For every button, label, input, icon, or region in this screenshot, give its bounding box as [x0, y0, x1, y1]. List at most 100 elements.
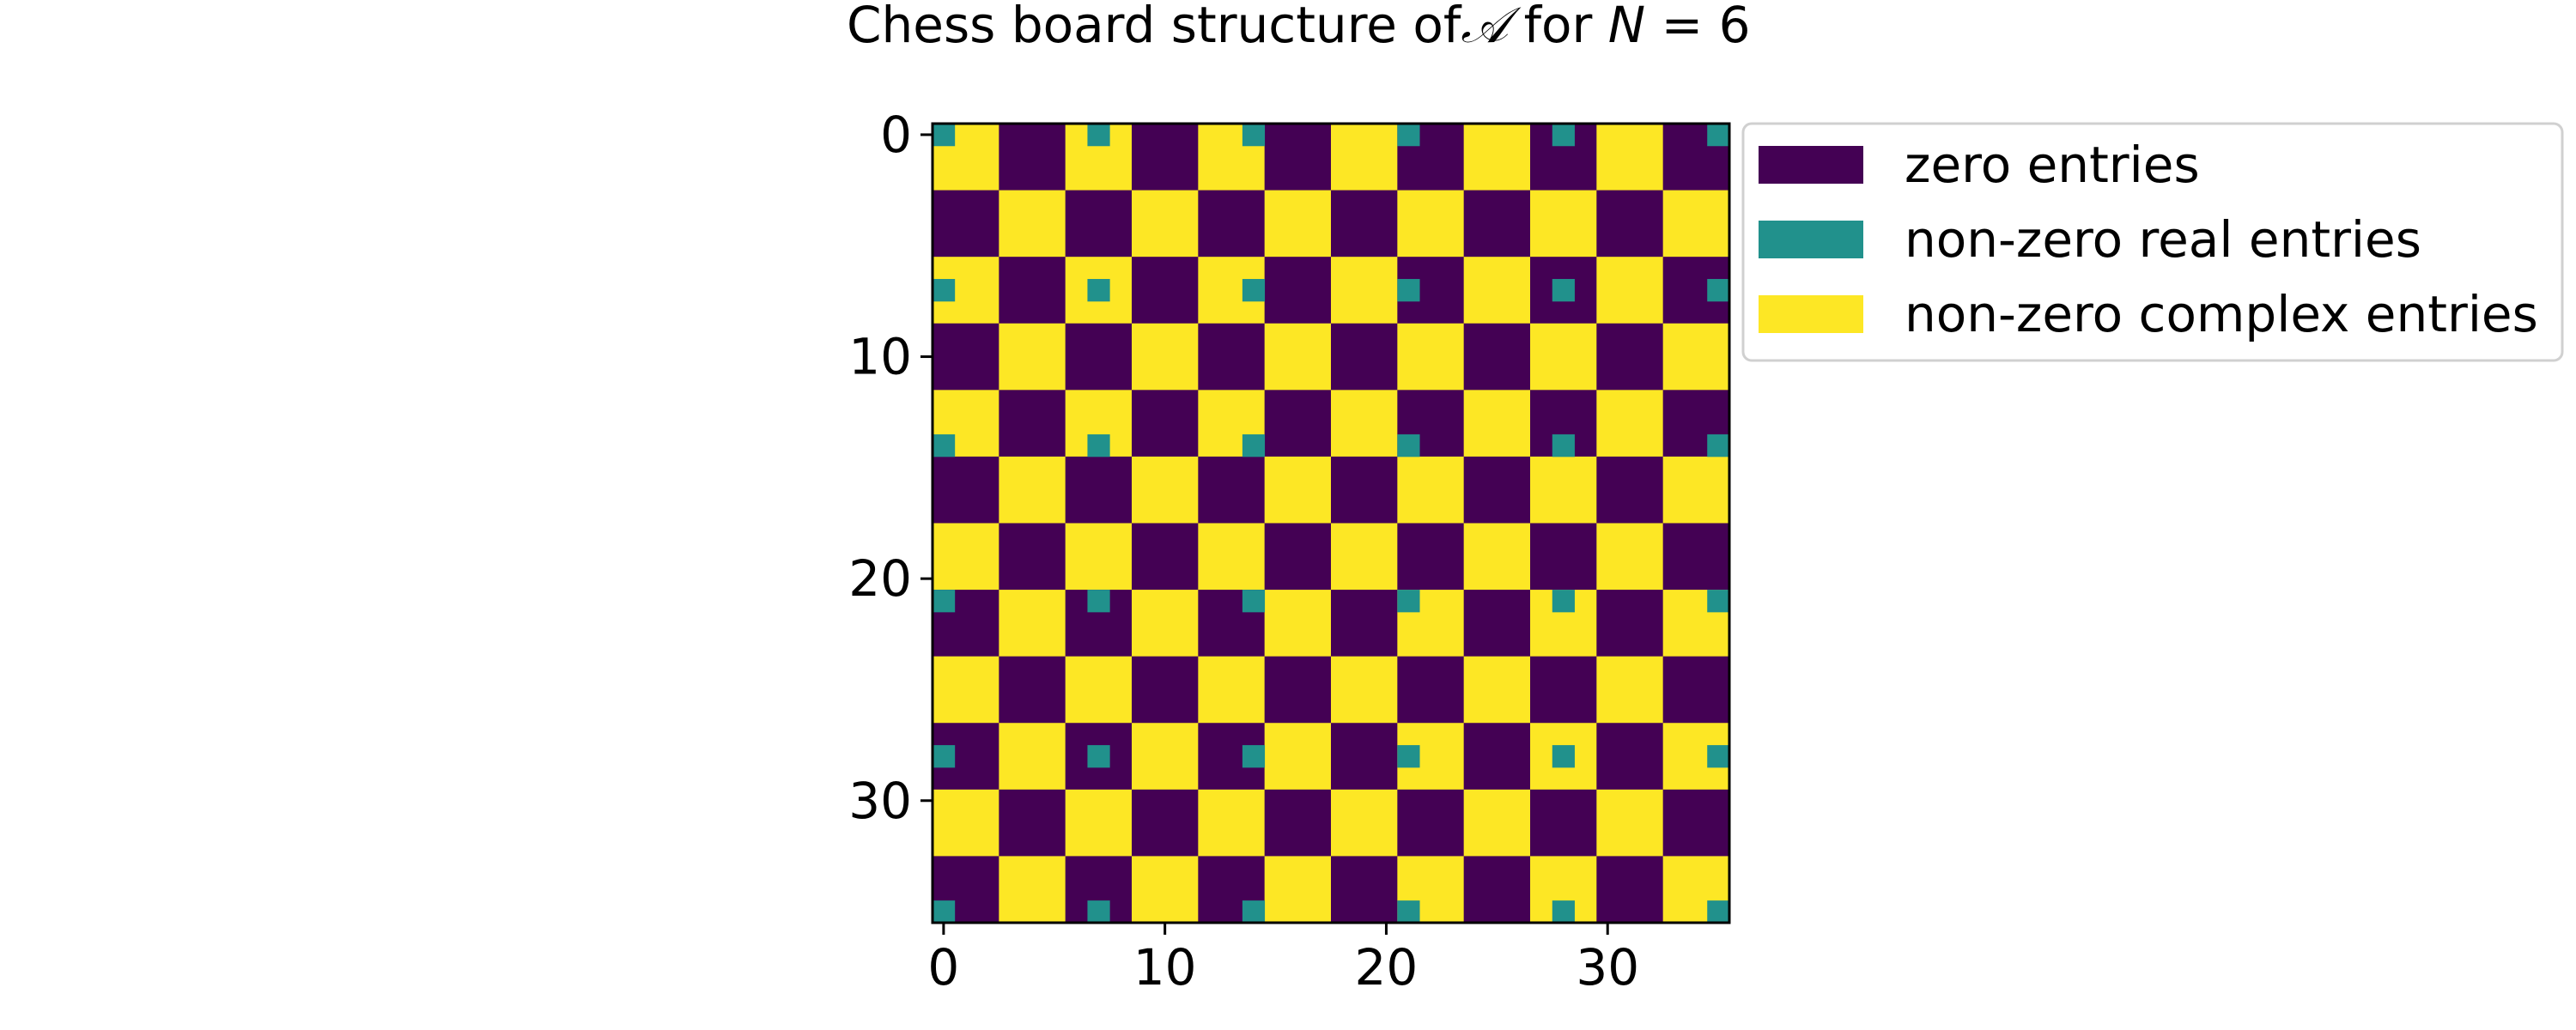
heatmap-block — [999, 456, 1066, 524]
heatmap-block — [999, 590, 1066, 657]
heatmap-block — [999, 257, 1066, 324]
heatmap-real-entry — [1707, 279, 1730, 302]
heatmap-real-entry — [1397, 900, 1420, 924]
y-tick-label: 30 — [848, 772, 912, 830]
heatmap-real-entry — [1707, 434, 1730, 457]
heatmap-real-entry — [1242, 124, 1266, 147]
heatmap-block — [1065, 523, 1133, 591]
heatmap-block — [1132, 789, 1199, 857]
heatmap-block — [1198, 789, 1266, 857]
heatmap-real-entry — [1242, 900, 1266, 924]
heatmap-block — [1463, 656, 1531, 724]
heatmap-real-entry — [1397, 124, 1420, 147]
axes-frame — [931, 122, 1731, 924]
heatmap-real-entry — [1707, 590, 1730, 613]
legend-label: non-zero real entries — [1905, 210, 2421, 269]
heatmap-real-entry — [933, 745, 956, 768]
heatmap-block — [1463, 856, 1531, 924]
x-tick-label: 30 — [1576, 938, 1639, 997]
y-tick-label: 20 — [848, 549, 912, 608]
heatmap-real-entry — [1087, 434, 1110, 457]
heatmap-block — [1662, 789, 1730, 857]
heatmap-real-entry — [1397, 279, 1420, 302]
heatmap-block — [1132, 257, 1199, 324]
heatmap-block — [1463, 789, 1531, 857]
heatmap-block — [1596, 323, 1664, 391]
heatmap-block — [1331, 190, 1398, 258]
heatmap-real-entry — [1087, 590, 1110, 613]
y-tick-label: 10 — [848, 328, 912, 386]
heatmap-block — [1463, 723, 1531, 791]
heatmap-block — [1596, 124, 1664, 191]
heatmap-block — [1264, 723, 1332, 791]
heatmap-block — [1264, 257, 1332, 324]
heatmap-block — [1662, 656, 1730, 724]
legend-box — [1741, 122, 2564, 362]
heatmap-block — [1596, 456, 1664, 524]
heatmap-block — [1132, 456, 1199, 524]
heatmap-block — [1397, 656, 1465, 724]
legend: zero entries non-zero real entries non-zer… — [1741, 122, 2564, 362]
heatmap-block — [1331, 723, 1398, 791]
heatmap-block — [999, 390, 1066, 457]
heatmap-block — [1662, 523, 1730, 591]
legend-label: zero entries — [1905, 136, 2200, 194]
heatmap-real-entry — [1087, 900, 1110, 924]
heatmap-block — [1596, 390, 1664, 457]
heatmap-real-entry — [1552, 900, 1575, 924]
heatmap-block — [933, 456, 999, 524]
x-tick-label: 20 — [1355, 938, 1419, 997]
heatmap-block — [1463, 190, 1531, 258]
heatmap-block — [999, 124, 1066, 191]
heatmap-block — [1264, 656, 1332, 724]
heatmap-block — [1065, 789, 1133, 857]
heatmap-block — [933, 789, 999, 857]
heatmap-block — [1463, 523, 1531, 591]
legend-swatch — [1759, 146, 1863, 184]
heatmap-cells — [933, 124, 1730, 924]
heatmap-block — [1264, 390, 1332, 457]
heatmap-real-entry — [1552, 124, 1575, 147]
heatmap-block — [1530, 789, 1597, 857]
heatmap-block — [1530, 456, 1597, 524]
heatmap-block — [1463, 590, 1531, 657]
heatmap-block — [1264, 456, 1332, 524]
heatmap-block — [1264, 789, 1332, 857]
heatmap-block — [1132, 190, 1199, 258]
heatmap-block — [1065, 323, 1133, 391]
heatmap-block — [1264, 124, 1332, 191]
heatmap-real-entry — [933, 124, 956, 147]
x-tick-label: 10 — [1133, 938, 1197, 997]
heatmap-real-entry — [1242, 434, 1266, 457]
heatmap-block — [1397, 789, 1465, 857]
heatmap-block — [1331, 456, 1398, 524]
heatmap-block — [1132, 523, 1199, 591]
heatmap-block — [1331, 523, 1398, 591]
heatmap-real-entry — [1242, 279, 1266, 302]
heatmap-block — [1397, 523, 1465, 591]
heatmap-block — [1596, 656, 1664, 724]
heatmap-block — [1264, 856, 1332, 924]
heatmap-block — [1065, 190, 1133, 258]
heatmap-block — [999, 723, 1066, 791]
heatmap-block — [1397, 190, 1465, 258]
heatmap-block — [1596, 190, 1664, 258]
y-axis: 0 10 20 30 — [848, 106, 933, 830]
heatmap-block — [1331, 323, 1398, 391]
heatmap-real-entry — [1552, 745, 1575, 768]
heatmap-block — [1331, 390, 1398, 457]
heatmap-block — [1463, 124, 1531, 191]
y-tick-label: 0 — [880, 106, 912, 164]
heatmap-block — [1530, 523, 1597, 591]
heatmap-real-entry — [1397, 434, 1420, 457]
heatmap-block — [1264, 323, 1332, 391]
heatmap-block — [1065, 656, 1133, 724]
heatmap-real-entry — [1242, 745, 1266, 768]
heatmap-block — [1331, 124, 1398, 191]
heatmap-block — [1596, 789, 1664, 857]
heatmap-real-entry — [1397, 745, 1420, 768]
x-tick-label: 0 — [927, 938, 959, 997]
heatmap-block — [1132, 856, 1199, 924]
heatmap-block — [999, 523, 1066, 591]
heatmap-block — [1463, 257, 1531, 324]
